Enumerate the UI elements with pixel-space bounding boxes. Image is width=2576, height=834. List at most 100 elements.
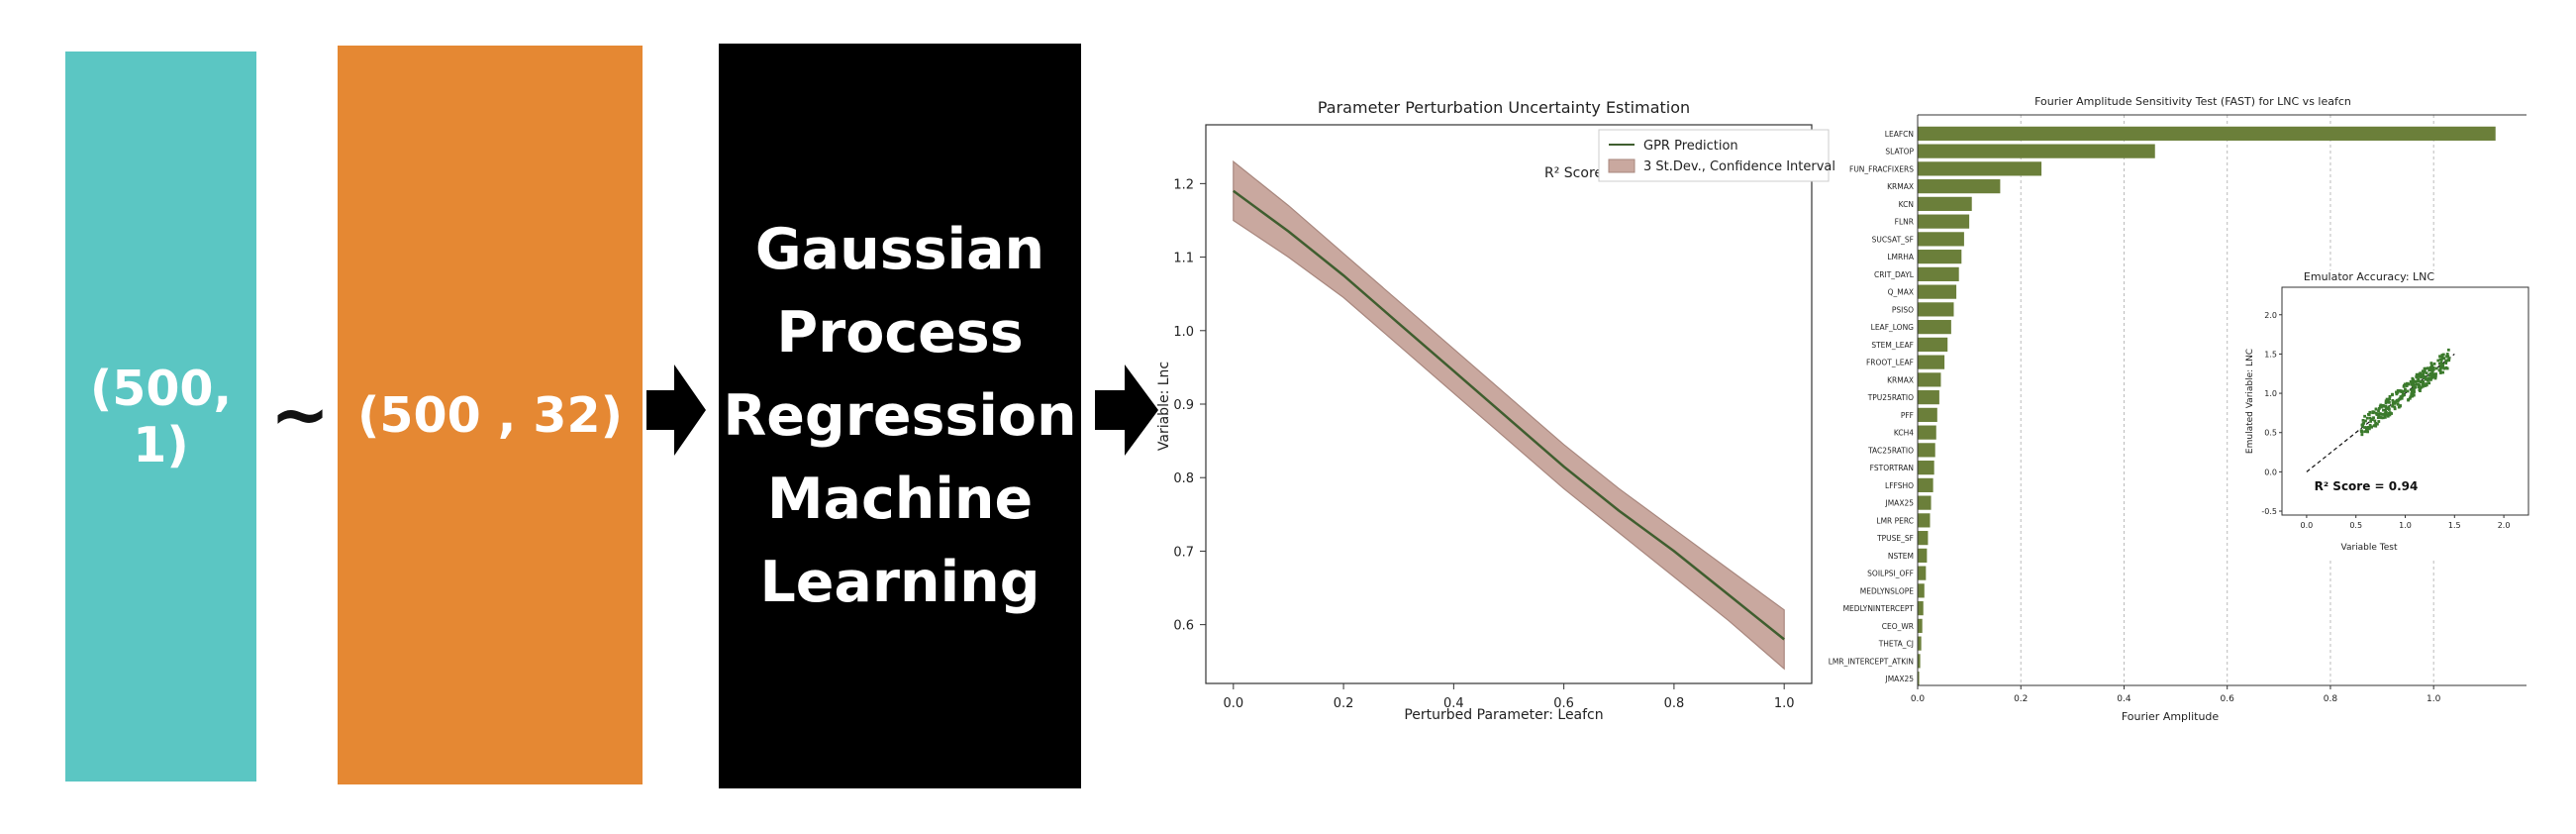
bar [1918, 583, 1925, 598]
scatter-point [2400, 390, 2404, 393]
scatter-point [2398, 389, 2402, 392]
scatter-point [2369, 425, 2373, 429]
scatter-point [2430, 375, 2434, 379]
scatter-point [2393, 407, 2397, 411]
scatter-point [2431, 367, 2435, 371]
scatter-point [2404, 387, 2407, 391]
scatter-point [2427, 373, 2431, 377]
scatter-point [2415, 373, 2419, 377]
inset-x-tick-label: 0.0 [2301, 521, 2314, 530]
model-line-1: Gaussian [754, 217, 1045, 282]
y-tick-label: 1.2 [1173, 177, 1194, 192]
scatter-point [2403, 382, 2407, 386]
scatter-point [2368, 416, 2372, 420]
scatter-point [2419, 372, 2423, 376]
y-tick-label: 0.8 [1173, 471, 1194, 486]
scatter-point [2428, 365, 2432, 369]
scatter-point [2418, 388, 2422, 392]
scatter-point [2438, 355, 2441, 359]
scatter-point [2368, 410, 2372, 414]
category-label: NSTEM [1888, 552, 1914, 561]
category-label: CEO_WR [1882, 622, 1914, 631]
scatter-point [2445, 353, 2449, 356]
scatter-point [2407, 398, 2410, 402]
scatter-point [2412, 380, 2416, 384]
scatter-point [2438, 358, 2442, 362]
scatter-point [2364, 419, 2367, 423]
inset-y-tick-label: 0.5 [2264, 429, 2277, 438]
scatter-point [2392, 401, 2396, 405]
scatter-point [2374, 411, 2378, 415]
bar [1918, 126, 2496, 141]
category-label: STEM_LEAF [1871, 341, 1914, 350]
category-label: TPUSE_SF [1876, 534, 1914, 543]
x-tick-label: 0.6 [2221, 694, 2235, 704]
scatter-point [2431, 365, 2435, 369]
scatter-point [2361, 418, 2365, 422]
scatter-point [2377, 409, 2380, 413]
category-label: FSTORTRAN [1870, 464, 1914, 472]
scatter-point [2384, 404, 2388, 408]
category-label: LEAFCN [1885, 130, 1914, 139]
scatter-point [2424, 374, 2427, 378]
scatter-point [2394, 400, 2397, 404]
category-label: SLATOP [1885, 148, 1914, 156]
scatter-point [2385, 407, 2389, 410]
scatter-point [2433, 376, 2437, 380]
scatter-point [2447, 357, 2451, 361]
category-label: FUN_FRACFIXERS [1849, 164, 1914, 173]
scatter-point [2383, 412, 2387, 416]
scatter-point [2411, 376, 2415, 380]
x-tick-label: 0.8 [1664, 696, 1685, 711]
scatter-point [2401, 390, 2405, 394]
scatter-point [2367, 426, 2371, 430]
scatter-point [2430, 370, 2434, 373]
inset-y-tick-label: 0.0 [2264, 468, 2277, 476]
scatter-point [2414, 379, 2418, 383]
scatter-point [2397, 398, 2400, 402]
scatter-point [2408, 396, 2412, 400]
scatter-point [2381, 416, 2385, 420]
bar [1918, 548, 1928, 563]
scatter-point [2398, 397, 2402, 401]
category-label: MEDLYNINTERCEPT [1843, 604, 1915, 613]
scatter-point [2425, 371, 2428, 375]
scatter-point [2374, 407, 2378, 411]
scatter-point [2411, 394, 2415, 398]
bar [1918, 425, 1936, 440]
scatter-point [2370, 418, 2374, 422]
scatter-point [2416, 375, 2419, 379]
scatter-point [2414, 385, 2418, 389]
prediction-line [1233, 189, 1785, 641]
category-label: THETA_CJ [1878, 640, 1914, 649]
scatter-point [2376, 422, 2379, 426]
scatter-point [2429, 373, 2433, 377]
scatter-point [2378, 406, 2381, 410]
scatter-point [2388, 397, 2392, 401]
scatter-point [2417, 385, 2421, 389]
category-label: FLNR [1895, 218, 1914, 227]
scatter-point [2437, 362, 2441, 365]
scatter-point [2388, 411, 2392, 414]
scatter-point [2442, 366, 2446, 370]
y-tick-label: 0.7 [1173, 545, 1194, 560]
scatter-point [2360, 433, 2364, 437]
scatter-point [2418, 374, 2422, 378]
scatter-point [2410, 381, 2414, 384]
scatter-point [2376, 416, 2380, 420]
legend: GPR Prediction 3 St.Dev., Confidence Int… [1598, 129, 1835, 182]
category-label: JMAX25 [1885, 675, 1915, 683]
inset-x-tick-label: 1.5 [2448, 521, 2461, 530]
scatter-point [2422, 373, 2425, 376]
scatter-point [2399, 395, 2403, 398]
scatter-point [2403, 393, 2406, 397]
bar [1918, 618, 1923, 633]
x-tick-label: 0.4 [1443, 696, 1464, 711]
category-label: FROOT_LEAF [1866, 359, 1914, 367]
scatter-point [2374, 424, 2378, 428]
scatter-point [2411, 378, 2415, 382]
arrow-right-icon [646, 365, 706, 456]
scatter-point [2388, 394, 2392, 398]
bar [1918, 531, 1929, 546]
scatter-point [2385, 397, 2389, 401]
